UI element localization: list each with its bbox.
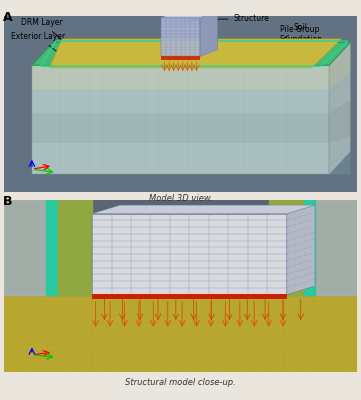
- Bar: [315, 200, 357, 294]
- Bar: [4, 278, 357, 372]
- Text: A: A: [3, 11, 12, 24]
- Polygon shape: [200, 11, 218, 56]
- Polygon shape: [49, 39, 342, 68]
- Polygon shape: [329, 136, 350, 174]
- Text: Structure: Structure: [190, 14, 269, 23]
- Polygon shape: [161, 11, 218, 18]
- Bar: [303, 200, 315, 294]
- Text: DRM Layer: DRM Layer: [21, 18, 72, 49]
- Polygon shape: [329, 42, 350, 174]
- Polygon shape: [32, 65, 329, 174]
- Polygon shape: [32, 42, 350, 65]
- Text: Exterior Layer: Exterior Layer: [11, 32, 65, 58]
- Bar: [269, 200, 357, 294]
- Bar: [4, 200, 92, 294]
- Polygon shape: [329, 72, 350, 113]
- Bar: [4, 200, 46, 294]
- Text: Model 3D view.: Model 3D view.: [149, 194, 212, 203]
- Polygon shape: [92, 205, 315, 214]
- Bar: [161, 56, 200, 60]
- Bar: [46, 200, 58, 294]
- Text: Soil: Soil: [271, 23, 308, 46]
- Bar: [32, 143, 329, 174]
- Bar: [32, 65, 329, 90]
- Bar: [92, 294, 287, 299]
- Bar: [4, 274, 357, 294]
- Bar: [92, 214, 287, 294]
- Bar: [32, 90, 329, 113]
- Polygon shape: [329, 100, 350, 143]
- Bar: [161, 18, 200, 56]
- Text: B: B: [3, 195, 12, 208]
- Bar: [32, 113, 329, 143]
- Text: Pile Group
Foundation: Pile Group Foundation: [279, 25, 323, 59]
- Bar: [58, 200, 92, 294]
- Text: Structural model close-up.: Structural model close-up.: [125, 378, 236, 387]
- Polygon shape: [329, 42, 350, 90]
- Bar: [269, 200, 303, 294]
- Polygon shape: [287, 205, 315, 294]
